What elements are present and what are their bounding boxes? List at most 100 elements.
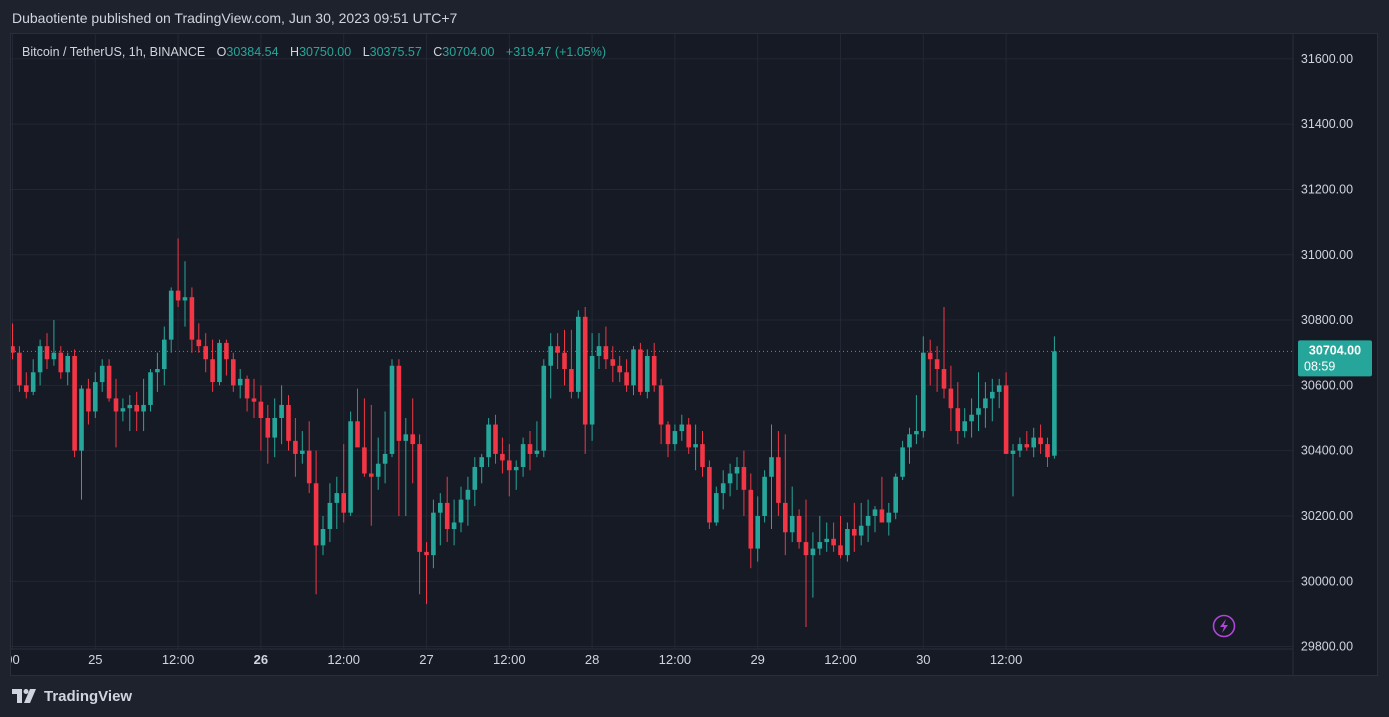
price-tick-label: 31200.00 [1301, 182, 1353, 196]
candle-body [617, 365, 622, 373]
candle-body [403, 434, 409, 441]
close-label: C [433, 45, 442, 59]
candle-body [389, 365, 395, 454]
candle-body [493, 424, 498, 454]
lightning-bolt-icon[interactable] [1212, 614, 1236, 638]
candle-body [755, 515, 760, 549]
time-tick-label: 27 [419, 652, 433, 667]
publish-info: Dubaotiente published on TradingView.com… [12, 10, 458, 26]
candle-body [30, 372, 36, 392]
candle-body [665, 424, 671, 445]
candle-body [686, 424, 691, 448]
symbol-legend: Bitcoin / TetherUS, 1h, BINANCE O30384.5… [22, 45, 606, 59]
open-label: O [217, 45, 227, 59]
price-tick-label: 30600.00 [1301, 378, 1353, 392]
candle-body [11, 346, 15, 353]
candle-body [217, 342, 222, 383]
candle-body [886, 512, 892, 523]
candle-body [631, 349, 636, 386]
candle-body [651, 355, 657, 386]
close-value: 30704.00 [442, 45, 494, 59]
candlestick-chart[interactable]: 31600.00 31400.00 31200.00 31000.00 30800.00… [11, 34, 1377, 675]
candle-body [962, 421, 967, 432]
candle-body [237, 378, 243, 386]
candle-body [679, 424, 685, 432]
candle-body [555, 346, 560, 353]
candle-body [286, 404, 291, 441]
candle-body [658, 385, 664, 425]
candle-body [210, 359, 215, 383]
candle-body [369, 473, 374, 477]
candle-body [438, 502, 443, 513]
candle-body [182, 297, 188, 301]
candle-body [693, 444, 698, 448]
candle-body [838, 545, 843, 556]
candle-body [1031, 437, 1036, 448]
candle-body [320, 529, 326, 546]
candle-body [189, 297, 195, 340]
candle-body [527, 444, 533, 454]
candle-body [355, 421, 360, 448]
candle-body [582, 316, 588, 425]
candle-body [472, 466, 478, 490]
candle-body [727, 473, 733, 484]
candle-body [776, 457, 781, 503]
candle-body [479, 457, 484, 467]
candle-body [251, 398, 257, 402]
candle-body [382, 453, 388, 464]
candle-body [162, 339, 167, 370]
candle-body [313, 483, 319, 546]
candle-body [741, 466, 747, 490]
price-tick-label: 30800.00 [1301, 313, 1353, 327]
candle-body [817, 542, 823, 549]
candle-body [341, 493, 346, 513]
candle-body [224, 342, 229, 360]
candle-body [375, 463, 381, 477]
candle-body [1038, 437, 1043, 445]
candle-body [106, 365, 112, 399]
candle-body [976, 408, 981, 415]
candle-body [707, 466, 712, 523]
candle-body [51, 352, 57, 360]
candle-body [769, 457, 774, 477]
price-tick-label: 30200.00 [1301, 509, 1353, 523]
candle-body [168, 290, 174, 340]
candle-body [72, 355, 77, 451]
price-tick-label: 30400.00 [1301, 444, 1353, 458]
candle-body [265, 418, 271, 438]
candle-body [424, 551, 429, 556]
candle-body [638, 349, 643, 392]
price-tick-label: 31600.00 [1301, 52, 1353, 66]
candle-body [99, 365, 105, 383]
time-tick-label: 29 [750, 652, 764, 667]
time-tick-label: 12:00 [327, 652, 360, 667]
time-tick-label: 12:00 [990, 652, 1023, 667]
candle-body [327, 502, 333, 530]
price-tick-label: 31400.00 [1301, 117, 1353, 131]
time-axis: 00 25 12:00 26 12:00 27 12:00 28 12:00 29 12:00 30 1… [11, 648, 1293, 667]
candle-body [789, 515, 795, 533]
high-value: 30750.00 [299, 45, 351, 59]
candle-body [486, 424, 491, 458]
price-tick-label: 30000.00 [1301, 574, 1353, 588]
candle-body [803, 542, 809, 556]
candle-body [93, 382, 98, 412]
time-tick-label: 00 [11, 652, 20, 667]
candle-body [458, 499, 464, 523]
candle-body [113, 398, 119, 412]
tradingview-footer[interactable]: TradingView [12, 686, 132, 706]
candle-body [362, 447, 367, 474]
candle-body [500, 453, 505, 461]
last-price-label: 30704.00 [1309, 343, 1361, 357]
chart-area[interactable]: 31600.00 31400.00 31200.00 31000.00 30800.00… [10, 33, 1378, 676]
candle-body [865, 515, 871, 526]
candle-body [465, 489, 471, 500]
candle-body [748, 489, 754, 549]
candle-body [141, 404, 146, 412]
time-tick-label: 30 [916, 652, 930, 667]
candle-body [548, 346, 553, 366]
candle-body [79, 388, 84, 451]
candle-body [520, 444, 526, 467]
candle-body [714, 493, 719, 523]
candle-body [1045, 444, 1050, 458]
